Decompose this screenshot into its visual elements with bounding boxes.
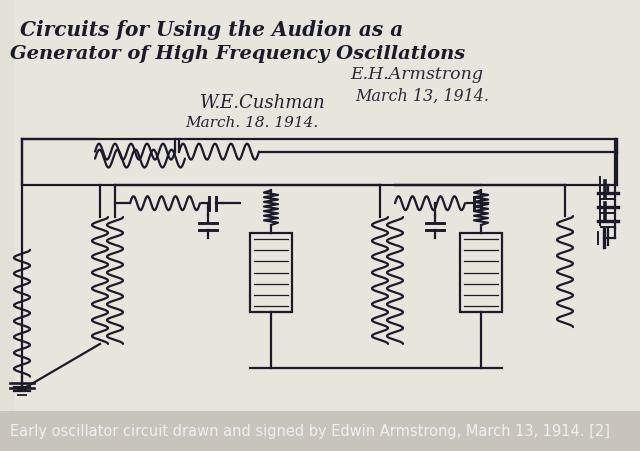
Text: March 13, 1914.: March 13, 1914. — [355, 88, 489, 105]
Text: Circuits for Using the Audion as a: Circuits for Using the Audion as a — [20, 20, 403, 40]
Text: W.E.Cushman: W.E.Cushman — [200, 94, 326, 112]
Text: Generator of High Frequency Oscillations: Generator of High Frequency Oscillations — [10, 45, 465, 63]
Text: March. 18. 1914.: March. 18. 1914. — [185, 116, 318, 130]
Text: Early oscillator circuit drawn and signed by Edwin Armstrong, March 13, 1914. [2: Early oscillator circuit drawn and signe… — [10, 423, 611, 439]
Bar — [250, 233, 292, 312]
Text: E.H.Armstrong: E.H.Armstrong — [350, 66, 483, 83]
Bar — [0, 0, 15, 411]
Bar — [460, 233, 502, 312]
